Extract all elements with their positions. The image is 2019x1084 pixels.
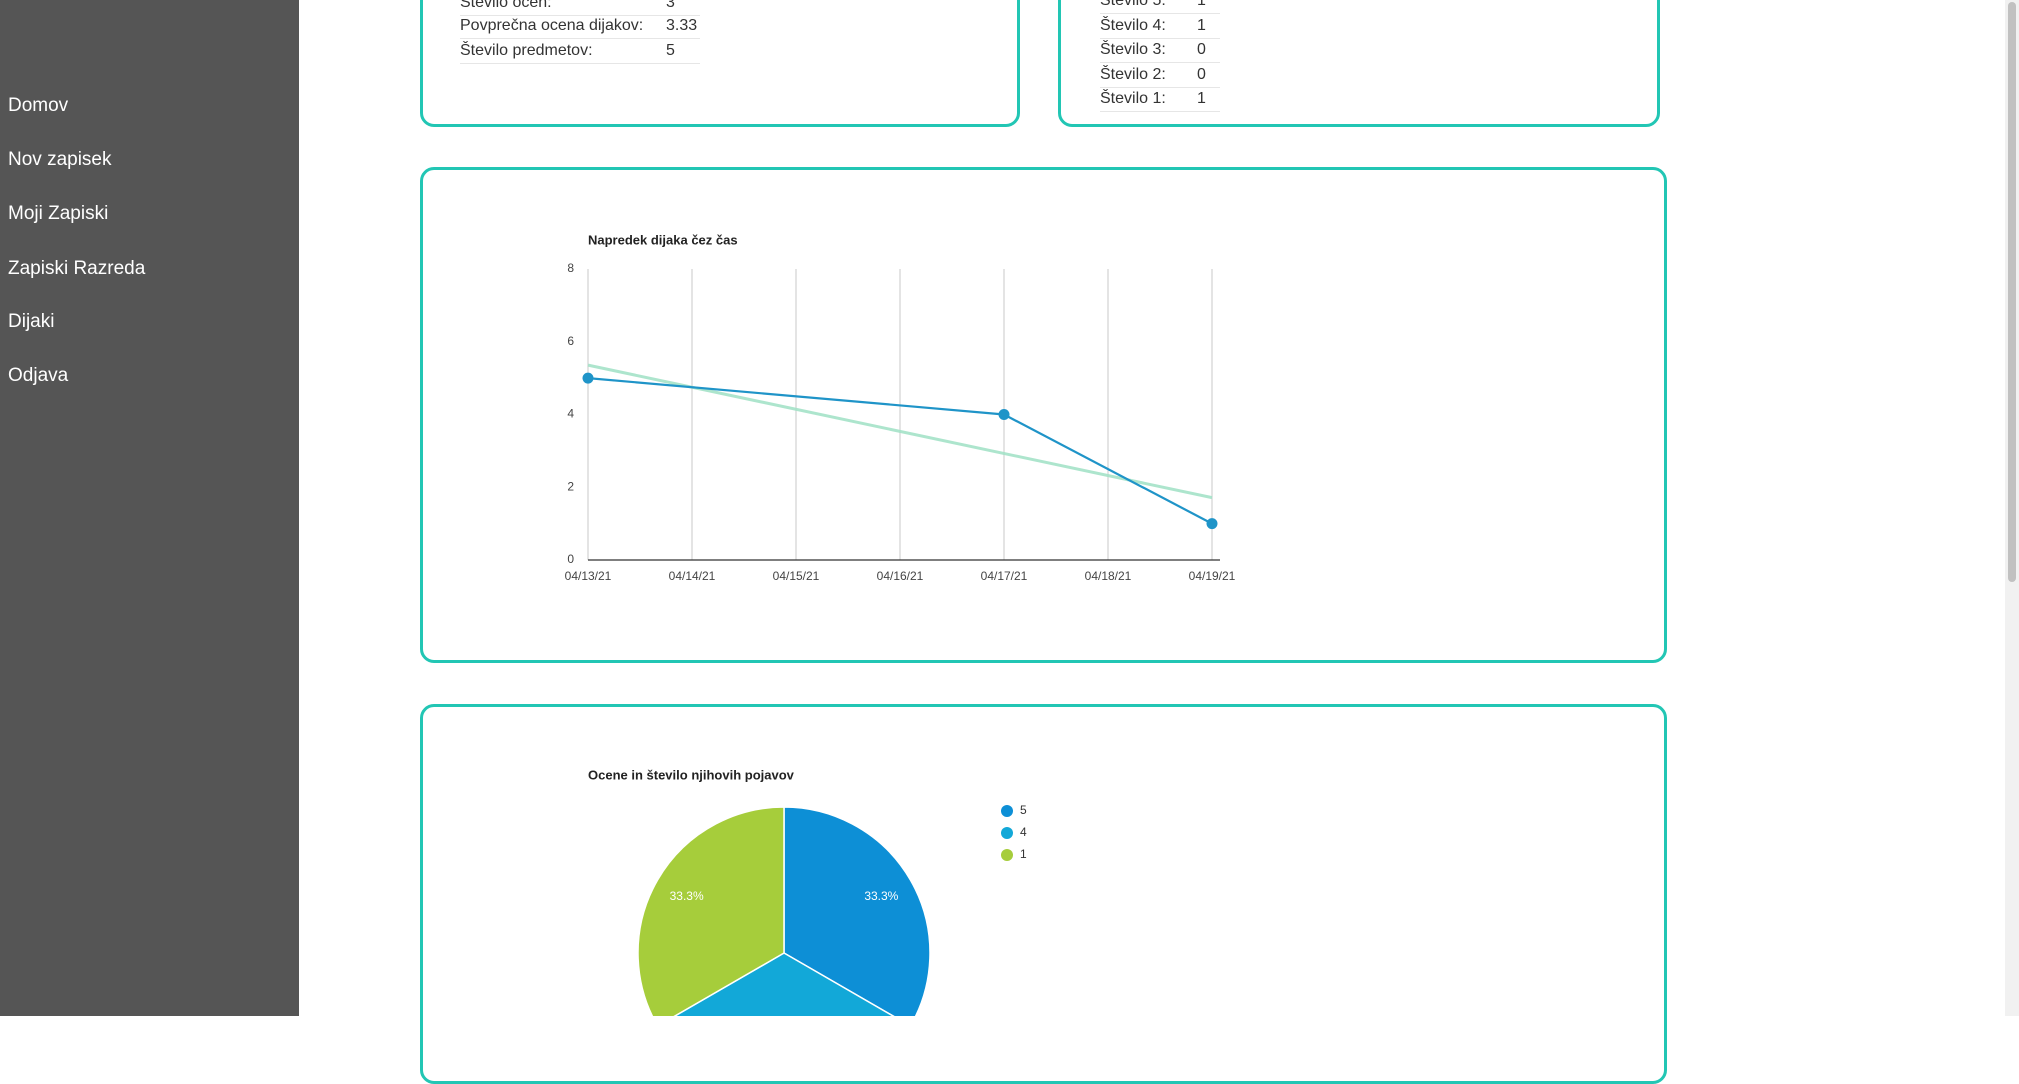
y-tick-label: 8	[567, 261, 574, 275]
grade-count-card	[1058, 0, 1660, 127]
legend-label: 5	[1020, 803, 1027, 817]
slice-label: 33.3%	[864, 889, 898, 903]
row-separator	[460, 63, 700, 64]
row-label: Število predmetov:	[460, 42, 593, 59]
row-value: 0	[1197, 41, 1206, 58]
data-point	[1206, 518, 1218, 530]
x-tick-label: 04/19/21	[1189, 569, 1236, 583]
nav-link[interactable]: Nov zapisek	[8, 149, 112, 170]
row-separator	[1100, 13, 1220, 14]
x-tick-label: 04/15/21	[773, 569, 820, 583]
pie-slice	[783, 806, 931, 1016]
chart-title: Ocene in število njihovih pojavov	[588, 767, 795, 782]
y-tick-label: 4	[567, 407, 574, 421]
row-value: 5	[666, 42, 675, 59]
row-label: Število 4:	[1100, 17, 1166, 34]
y-tick-label: 2	[567, 479, 574, 493]
row-label: Število 3:	[1100, 41, 1166, 58]
row-separator	[460, 38, 700, 39]
row-label: Število 1:	[1100, 90, 1166, 107]
legend-marker	[1001, 849, 1013, 861]
y-tick-label: 0	[567, 552, 574, 566]
row-label: Število 5:	[1100, 0, 1166, 9]
legend-marker	[1001, 827, 1013, 839]
nav-link[interactable]: Zapiski Razreda	[8, 258, 146, 279]
x-tick-label: 04/17/21	[981, 569, 1028, 583]
row-value: 0	[1197, 66, 1206, 83]
data-point	[582, 372, 594, 384]
pie-slice	[637, 806, 785, 1016]
nav-link[interactable]: Odjava	[8, 365, 69, 386]
chart-title: Napredek dijaka čez čas	[588, 232, 738, 247]
row-separator	[460, 15, 700, 16]
row-value: 1	[1197, 0, 1206, 9]
data-point	[998, 409, 1010, 420]
row-label: Število ocen:	[460, 0, 552, 11]
row-value: 3	[666, 0, 675, 11]
row-separator	[1100, 38, 1220, 39]
legend-label: 4	[1020, 825, 1027, 839]
nav-link[interactable]: Dijaki	[8, 311, 55, 332]
sidebar	[0, 0, 299, 1016]
pie-slice	[673, 952, 895, 1016]
row-label: Povprečna ocena dijakov:	[460, 17, 644, 34]
x-tick-label: 04/14/21	[669, 569, 716, 583]
row-value: 1	[1197, 90, 1206, 107]
legend-marker	[1001, 805, 1013, 817]
nav-link[interactable]: Domov	[8, 95, 69, 116]
slice-label: 33.3%	[670, 889, 704, 903]
nav-link[interactable]: Moji Zapiski	[8, 203, 109, 224]
row-value: 1	[1197, 17, 1206, 34]
row-separator	[1100, 62, 1220, 63]
x-tick-label: 04/16/21	[877, 569, 924, 583]
scrollbar-thumb[interactable]	[2008, 2, 2016, 582]
row-value: 3.33	[666, 17, 698, 34]
legend-label: 1	[1020, 847, 1027, 861]
row-separator	[1100, 87, 1220, 88]
x-tick-label: 04/18/21	[1085, 569, 1132, 583]
row-separator	[1100, 111, 1220, 112]
charts: Napredek dijaka čez čas 04/13/21 04/14/21 0…	[565, 232, 1236, 1016]
y-tick-label: 6	[567, 334, 574, 348]
row-label: Število 2:	[1100, 66, 1166, 83]
x-tick-label: 04/13/21	[565, 569, 612, 583]
line-chart-card	[420, 167, 1667, 663]
